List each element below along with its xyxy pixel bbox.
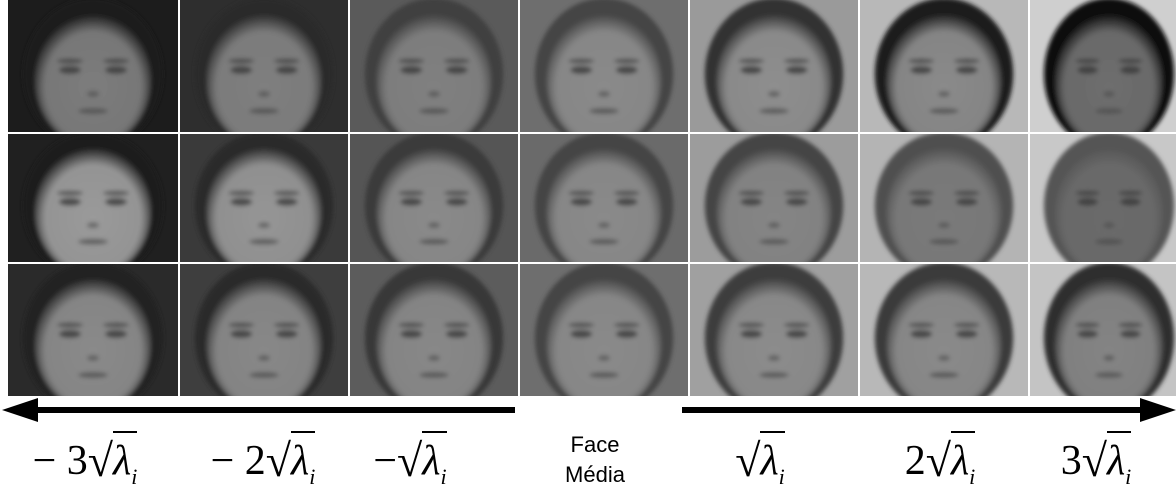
face-image xyxy=(690,134,858,262)
face-image xyxy=(520,264,688,396)
face-image xyxy=(1030,134,1176,262)
label-minus-sqrt-lambda: −√λi xyxy=(340,425,480,495)
face-image xyxy=(520,0,688,132)
coef-plus-2: 2 xyxy=(904,437,926,484)
lambda-subscript: i xyxy=(969,463,976,489)
coef-minus: − xyxy=(373,437,398,484)
lambda-subscript: i xyxy=(778,463,785,489)
face-image xyxy=(1030,264,1176,396)
face-image xyxy=(690,0,858,132)
face-image xyxy=(180,264,348,396)
face-image xyxy=(1030,0,1176,132)
lambda-symbol: λ xyxy=(1106,437,1126,484)
face-image xyxy=(8,0,178,132)
label-minus-3-sqrt-lambda: − 3√λi xyxy=(0,425,170,495)
face-grid xyxy=(8,0,1176,396)
face-image xyxy=(520,134,688,262)
coef-minus-3: − 3 xyxy=(32,437,88,484)
face-image xyxy=(690,264,858,396)
coef-minus-2: − 2 xyxy=(210,437,266,484)
face-image xyxy=(8,134,178,262)
label-plus-3-sqrt-lambda: 3√λi xyxy=(1026,425,1166,495)
lambda-symbol: λ xyxy=(291,437,310,484)
lambda-symbol: λ xyxy=(422,437,441,484)
face-image xyxy=(860,134,1028,262)
face-image xyxy=(180,134,348,262)
right-arrow-head xyxy=(1140,398,1176,422)
label-minus-2-sqrt-lambda: − 2√λi xyxy=(178,425,348,495)
radical-sign: √ xyxy=(1081,434,1107,486)
lambda-subscript: i xyxy=(440,463,447,489)
radical-sign: √ xyxy=(87,434,114,486)
radical-sign: √ xyxy=(265,434,292,486)
radical-sign: √ xyxy=(925,434,951,486)
face-image xyxy=(350,134,518,262)
lambda-subscript: i xyxy=(309,463,316,489)
face-image xyxy=(860,264,1028,396)
lambda-subscript: i xyxy=(131,463,138,489)
radical-sign: √ xyxy=(735,434,761,486)
face-image xyxy=(860,0,1028,132)
lambda-subscript: i xyxy=(1125,463,1132,489)
face-image xyxy=(350,0,518,132)
label-plus-sqrt-lambda: √λi xyxy=(700,425,820,495)
label-mean-face: Face Média xyxy=(520,425,670,495)
lambda-symbol: λ xyxy=(950,437,970,484)
lambda-symbol: λ xyxy=(760,437,779,484)
radical-sign: √ xyxy=(397,434,423,486)
face-image xyxy=(8,264,178,396)
lambda-symbol: λ xyxy=(113,437,132,484)
coef-plus-3: 3 xyxy=(1060,437,1082,484)
left-arrow-head xyxy=(2,398,38,422)
label-plus-2-sqrt-lambda: 2√λi xyxy=(870,425,1010,495)
variation-arrows xyxy=(2,398,1176,422)
mean-face-line-1: Face xyxy=(570,432,620,457)
mean-face-line-2: Média xyxy=(565,462,625,487)
face-image xyxy=(180,0,348,132)
face-image xyxy=(350,264,518,396)
